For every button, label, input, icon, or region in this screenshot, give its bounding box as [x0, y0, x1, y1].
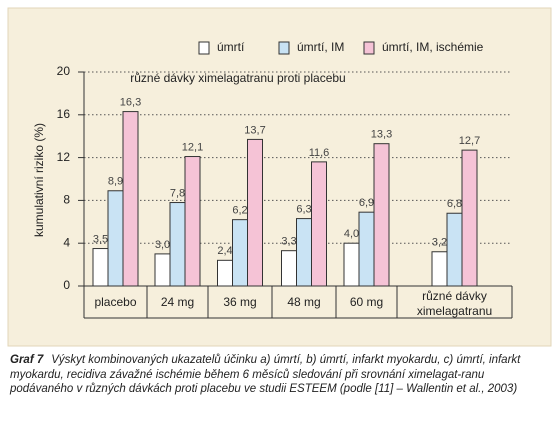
bar [247, 138, 263, 287]
value-label: 11,6 [309, 147, 330, 159]
legend-swatch [363, 41, 375, 55]
value-label: 12,7 [459, 135, 480, 147]
value-label: 7,8 [170, 187, 185, 199]
x-tick-label: 24 mg [160, 295, 195, 309]
legend-label: úmrtí [217, 40, 245, 54]
bar [92, 248, 109, 287]
value-label: 2,4 [217, 245, 232, 257]
value-label: 3,0 [155, 239, 170, 251]
value-label: 16,3 [120, 96, 141, 108]
value-label: 13,7 [244, 124, 265, 136]
bar [281, 250, 297, 287]
bar [217, 259, 233, 287]
legend-swatch [278, 41, 290, 55]
bar [343, 242, 360, 287]
y-tick-label: 16 [57, 107, 71, 121]
value-label: 13,3 [371, 129, 392, 141]
value-label: 6,9 [359, 197, 374, 209]
x-tick-label: 36 mg [223, 295, 257, 309]
bar [461, 149, 478, 287]
value-label: 3,2 [432, 237, 447, 249]
chart: kumulativní riziko (%) různé dávky ximel… [7, 7, 552, 347]
value-label: 3,3 [281, 236, 296, 248]
x-tick-label: 48 mg [287, 295, 321, 309]
bar [107, 190, 124, 287]
value-label: 6,3 [296, 203, 311, 215]
value-label: 12,1 [182, 141, 203, 153]
y-tick-label: 4 [63, 235, 70, 249]
bar [296, 218, 312, 287]
x-tick-label: placebo [94, 295, 137, 309]
bar [311, 161, 327, 287]
legend-label: úmrtí, IM, ischémie [382, 40, 484, 54]
bar [446, 212, 463, 287]
bar [431, 251, 448, 287]
value-label: 8,9 [108, 176, 123, 188]
bar [358, 211, 375, 287]
caption: Graf 7 Výskyt kombinovaných ukazatelů úči… [10, 353, 550, 397]
bar [169, 202, 186, 287]
caption-label: Graf 7 [10, 354, 44, 366]
value-label: 4,0 [344, 228, 359, 240]
bar [373, 143, 390, 287]
bar [184, 156, 201, 287]
legend-label: úmrtí, IM [297, 40, 344, 54]
x-tick-label: různé dávky ximelagatranu [416, 289, 493, 318]
bar [232, 219, 248, 287]
x-tick-label: 60 mg [349, 295, 384, 309]
legend-swatch [198, 41, 210, 55]
bar [154, 253, 171, 287]
y-axis-title: kumulativní riziko (%) [32, 123, 46, 237]
bar [122, 111, 139, 287]
caption-text: Výskyt kombinovaných ukazatelů účinku a)… [10, 354, 521, 395]
y-tick-label: 20 [57, 64, 71, 78]
value-label: 6,8 [447, 198, 462, 210]
y-tick-label: 12 [57, 150, 71, 164]
value-label: 6,2 [232, 205, 247, 217]
y-tick-label: 8 [63, 193, 70, 207]
annotation: různé dávky ximelagatranu proti placebu [130, 71, 345, 85]
y-tick-label: 0 [63, 278, 70, 292]
value-label: 3,5 [93, 233, 108, 245]
chart-background [7, 7, 552, 347]
